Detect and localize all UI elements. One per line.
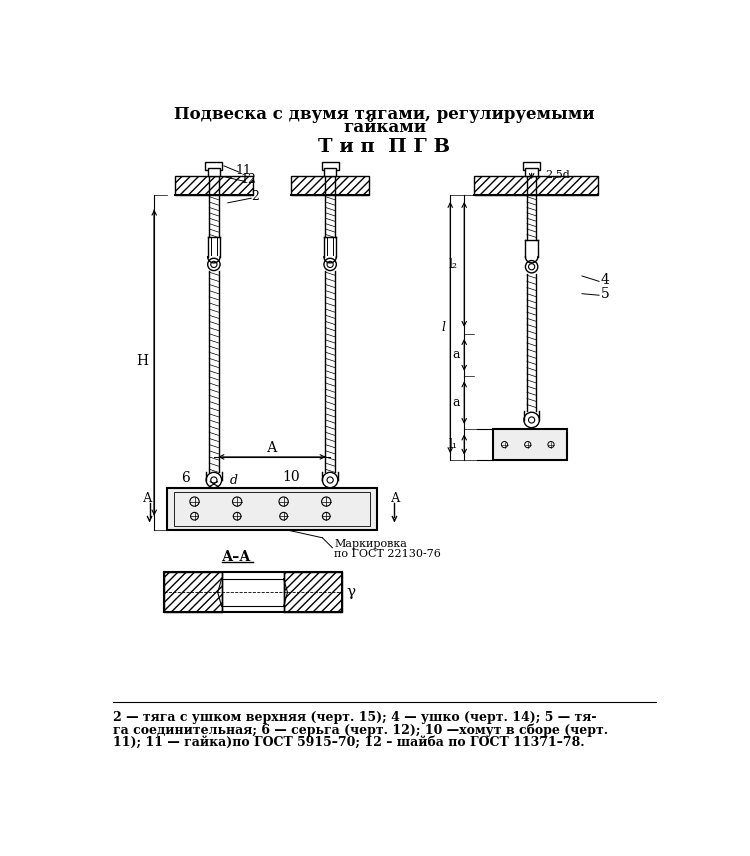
Text: 4: 4	[601, 273, 610, 287]
Text: 6: 6	[181, 472, 190, 485]
Bar	[493, 429, 566, 460]
Text: d: d	[230, 473, 237, 486]
Text: 5: 5	[601, 287, 610, 300]
Bar	[526, 168, 538, 175]
Bar	[167, 488, 376, 530]
Text: А–А: А–А	[222, 550, 251, 564]
Text: 2 — тяга с ушком верхняя (черт. 15); 4 — ушко (черт. 14); 5 — тя-: 2 — тяга с ушком верхняя (черт. 15); 4 —…	[113, 711, 597, 724]
Bar	[322, 162, 339, 169]
Bar	[173, 491, 370, 526]
Text: l₁: l₁	[449, 438, 458, 451]
Text: a: a	[453, 395, 460, 409]
Text: А: А	[267, 441, 278, 455]
Bar	[324, 168, 336, 175]
Text: l: l	[442, 321, 446, 334]
Bar	[208, 168, 220, 175]
Text: 11); 11 — гайка)по ГОСТ 5915–70; 12 – шайба по ГОСТ 11371–78.: 11); 11 — гайка)по ГОСТ 5915–70; 12 – ша…	[113, 735, 585, 749]
Bar	[206, 162, 223, 169]
Text: га соединительная; 6 — серьга (черт. 12); 10 —хомут в сборе (черт.: га соединительная; 6 — серьга (черт. 12)…	[113, 723, 608, 737]
Bar	[523, 162, 540, 169]
Text: 11: 11	[236, 164, 251, 177]
Text: 2,5d: 2,5d	[545, 169, 570, 179]
Text: Н: Н	[136, 354, 148, 368]
Text: гайками: гайками	[343, 119, 426, 136]
Bar	[473, 175, 598, 195]
Text: 10: 10	[283, 470, 300, 484]
Text: γ: γ	[346, 586, 355, 599]
Text: l₂: l₂	[449, 258, 458, 270]
Bar	[164, 573, 222, 612]
Bar	[284, 573, 342, 612]
Text: Подвеска с двумя тягами, регулируемыми: Подвеска с двумя тягами, регулируемыми	[174, 106, 595, 122]
Bar	[175, 175, 253, 195]
Text: А: А	[392, 492, 400, 505]
Text: Т и п  П Г В: Т и п П Г В	[318, 138, 451, 156]
Text: по ГОСТ 22130-76: по ГОСТ 22130-76	[334, 549, 441, 559]
Text: Маркировка: Маркировка	[334, 539, 406, 549]
Bar	[291, 175, 369, 195]
Text: 2: 2	[251, 190, 259, 203]
Text: А: А	[143, 492, 153, 505]
Text: a: a	[453, 348, 460, 361]
Text: 12: 12	[241, 173, 256, 187]
